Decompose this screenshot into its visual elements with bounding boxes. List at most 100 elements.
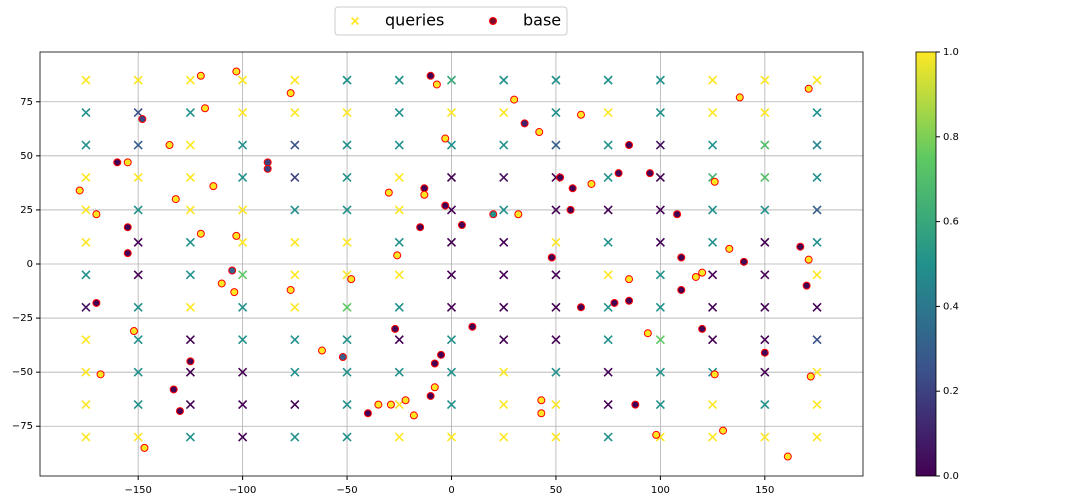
query-point bbox=[290, 302, 300, 312]
colorbar-tick-label: 0.8 bbox=[943, 132, 959, 143]
query-point bbox=[185, 400, 195, 410]
base-point bbox=[416, 223, 425, 232]
query-point bbox=[446, 432, 457, 442]
base-point bbox=[645, 169, 654, 178]
query-point bbox=[499, 205, 509, 215]
query-point bbox=[446, 75, 457, 85]
query-point bbox=[655, 270, 665, 280]
query-point bbox=[394, 335, 404, 345]
query-point bbox=[446, 140, 457, 150]
query-point bbox=[760, 140, 770, 150]
base-point bbox=[631, 400, 640, 409]
base-point bbox=[420, 184, 429, 193]
query-point bbox=[760, 108, 770, 118]
query-point bbox=[342, 75, 352, 85]
query-point bbox=[499, 140, 509, 150]
query-point bbox=[551, 108, 561, 118]
base-point bbox=[426, 391, 435, 400]
base-point bbox=[96, 370, 105, 379]
base-point bbox=[169, 385, 178, 394]
query-point bbox=[603, 400, 613, 410]
query-point bbox=[655, 367, 665, 377]
base-point bbox=[783, 452, 792, 461]
base-point bbox=[441, 134, 450, 143]
base-point bbox=[432, 80, 441, 89]
query-point bbox=[551, 205, 561, 215]
colorbar-tick-label: 0.2 bbox=[943, 386, 959, 397]
base-point bbox=[677, 253, 686, 262]
query-point bbox=[812, 335, 822, 345]
query-point bbox=[133, 140, 143, 150]
y-tick-label: −25 bbox=[12, 313, 33, 324]
base-point bbox=[489, 210, 498, 219]
base-point bbox=[652, 430, 661, 439]
base-point bbox=[577, 303, 586, 312]
query-point bbox=[81, 237, 91, 247]
base-point bbox=[566, 205, 575, 214]
query-point bbox=[446, 108, 457, 118]
base-point bbox=[710, 370, 719, 379]
base-point bbox=[556, 173, 565, 182]
base-point bbox=[426, 71, 435, 80]
query-point bbox=[603, 367, 613, 377]
base-point bbox=[286, 89, 295, 98]
base-point bbox=[577, 110, 586, 119]
x-tick-label: 150 bbox=[755, 485, 774, 496]
query-point bbox=[499, 270, 509, 280]
query-point bbox=[81, 75, 91, 85]
base-point bbox=[625, 141, 634, 150]
query-point bbox=[238, 400, 248, 410]
query-point bbox=[81, 367, 91, 377]
legend-label: base bbox=[523, 11, 561, 30]
query-point bbox=[394, 140, 404, 150]
query-point bbox=[812, 205, 822, 215]
legend-marker bbox=[350, 16, 360, 26]
query-point bbox=[551, 270, 561, 280]
query-point bbox=[394, 432, 404, 442]
base-point bbox=[806, 372, 815, 381]
query-point bbox=[81, 400, 91, 410]
base-point bbox=[113, 158, 122, 167]
query-point bbox=[603, 432, 613, 442]
base-point bbox=[430, 359, 439, 368]
query-point bbox=[708, 302, 718, 312]
query-point bbox=[394, 108, 404, 118]
query-point bbox=[185, 205, 195, 215]
base-point bbox=[363, 409, 372, 418]
base-point bbox=[643, 329, 652, 338]
query-point bbox=[238, 237, 248, 247]
query-point bbox=[499, 367, 509, 377]
query-point bbox=[812, 75, 822, 85]
base-point bbox=[186, 357, 195, 366]
query-point bbox=[446, 335, 457, 345]
query-point bbox=[760, 172, 770, 183]
colorbar-tick-label: 0.4 bbox=[943, 301, 959, 312]
query-point bbox=[290, 172, 300, 183]
query-point bbox=[81, 108, 91, 118]
base-point bbox=[286, 285, 295, 294]
base-point bbox=[698, 324, 707, 333]
query-point bbox=[760, 270, 770, 280]
x-tick-label: 0 bbox=[448, 485, 454, 496]
base-point bbox=[232, 231, 241, 240]
base-point bbox=[547, 253, 556, 262]
query-point bbox=[342, 140, 352, 150]
base-point bbox=[804, 84, 813, 93]
query-point bbox=[290, 237, 300, 247]
query-point bbox=[655, 400, 665, 410]
base-point bbox=[175, 407, 184, 416]
base-point bbox=[196, 229, 205, 238]
query-point bbox=[290, 335, 300, 345]
query-point bbox=[760, 205, 770, 215]
query-point bbox=[342, 335, 352, 345]
query-point bbox=[238, 302, 248, 312]
query-point bbox=[185, 75, 195, 85]
query-point bbox=[603, 172, 613, 183]
query-point bbox=[290, 108, 300, 118]
query-point bbox=[446, 237, 457, 247]
query-point bbox=[655, 140, 665, 150]
query-point bbox=[133, 108, 143, 118]
query-point bbox=[290, 270, 300, 280]
query-point bbox=[603, 237, 613, 247]
query-point bbox=[238, 108, 248, 118]
